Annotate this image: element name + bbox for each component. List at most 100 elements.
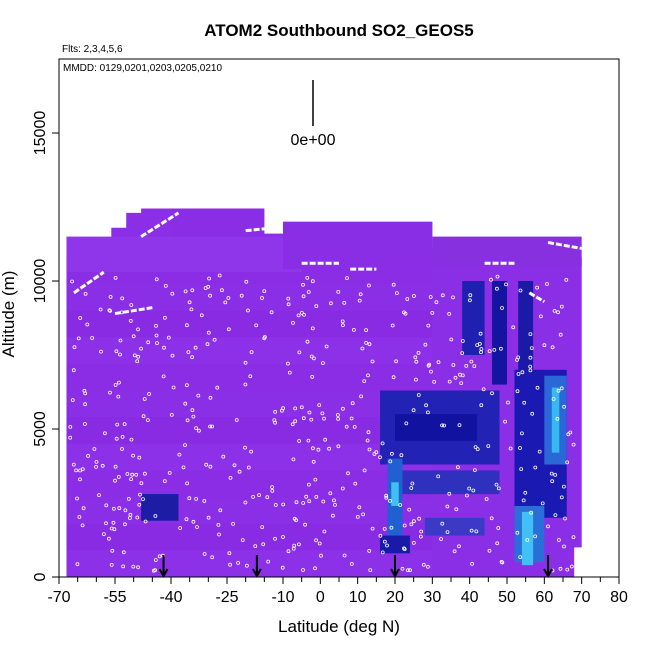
x-axis-label: Latitude (deg N): [278, 617, 400, 636]
sample-point: [500, 560, 505, 565]
sample-point: [487, 548, 492, 553]
sample-point: [248, 374, 253, 379]
field-band: [66, 523, 433, 551]
sample-point: [287, 370, 292, 375]
sample-point: [568, 430, 573, 435]
sample-point: [479, 350, 483, 355]
sample-point: [71, 368, 76, 373]
sample-point: [108, 294, 113, 299]
x-tick-label: 0: [316, 589, 325, 606]
sample-point: [116, 394, 121, 399]
sample-point: [161, 374, 166, 379]
sample-point: [102, 532, 106, 536]
sample-point: [342, 300, 347, 305]
sample-point: [281, 535, 285, 539]
sample-point: [208, 464, 213, 469]
sample-point: [104, 503, 109, 508]
sample-point: [291, 320, 295, 325]
sample-point: [530, 411, 535, 416]
sample-point: [528, 332, 533, 337]
sample-point: [405, 568, 410, 573]
y-tick-label: 10000: [32, 259, 49, 304]
sample-point: [473, 445, 478, 450]
x-tick-label: -40: [159, 589, 182, 606]
sample-point: [310, 374, 315, 379]
sample-point: [551, 397, 556, 401]
heatmap-cell: [551, 387, 560, 453]
x-tick-label: 50: [498, 589, 516, 606]
sample-point: [336, 444, 341, 449]
sample-point: [183, 289, 188, 294]
sample-point: [353, 481, 358, 486]
sample-point: [223, 300, 228, 305]
sample-point: [108, 308, 112, 313]
sample-point: [131, 564, 136, 569]
sample-point: [350, 401, 355, 406]
sample-point: [204, 462, 209, 467]
sample-point: [94, 464, 98, 469]
sample-point: [538, 314, 543, 319]
sample-point: [297, 439, 302, 443]
sample-point: [142, 471, 147, 476]
sample-point: [292, 543, 297, 548]
y-axis: 0 5000 10000 15000: [32, 111, 59, 581]
sample-point: [228, 562, 233, 567]
sample-point: [116, 475, 121, 479]
sample-point: [550, 479, 555, 484]
sample-point: [306, 438, 311, 443]
sample-point: [281, 502, 286, 507]
sample-point: [436, 474, 441, 479]
sample-point: [178, 526, 183, 530]
sample-point: [113, 478, 117, 483]
sample-point: [72, 345, 77, 350]
sample-point: [423, 342, 428, 347]
sample-point: [270, 488, 275, 493]
sample-point: [528, 355, 533, 360]
sample-point: [307, 410, 312, 415]
sample-point: [518, 446, 522, 450]
x-axis: -70 -55 -40 -25 -10 0 10 20 30 40 50 60 70 80: [47, 577, 628, 606]
flight-track: [140, 211, 180, 238]
sample-point: [208, 293, 213, 298]
x-tick-label: -55: [103, 589, 126, 606]
sample-point: [210, 424, 215, 429]
sample-point: [301, 294, 306, 299]
sample-point: [232, 463, 237, 468]
sample-point: [320, 361, 325, 366]
sample-point: [110, 548, 115, 553]
heatmap-cell: [402, 470, 500, 495]
sample-point: [313, 566, 317, 571]
sample-point: [332, 498, 336, 503]
sample-point: [533, 534, 537, 539]
sample-point: [129, 437, 134, 442]
sample-point: [457, 544, 461, 549]
sample-point: [293, 419, 298, 424]
sample-point: [210, 555, 215, 560]
sample-point: [286, 296, 291, 301]
sample-point: [564, 277, 569, 282]
sample-point: [146, 340, 151, 345]
heatmap-cell: [492, 281, 507, 385]
sample-point: [100, 463, 105, 468]
sample-point: [559, 304, 564, 309]
sample-point: [360, 346, 365, 351]
sample-point: [301, 282, 305, 287]
sample-point: [217, 532, 221, 537]
sample-point: [253, 544, 258, 548]
sample-point: [273, 409, 278, 414]
x-tick-label: 60: [535, 589, 553, 606]
sample-point: [215, 385, 220, 390]
flight-track: [73, 270, 105, 295]
x-tick-label: -25: [215, 589, 238, 606]
sample-point: [117, 380, 121, 385]
sample-point: [237, 469, 242, 474]
sample-point: [522, 400, 527, 405]
sample-point: [310, 326, 315, 331]
sample-point: [138, 492, 142, 497]
sample-point: [193, 345, 198, 350]
sample-point: [177, 452, 182, 457]
sample-point: [120, 447, 124, 451]
sample-point: [309, 417, 314, 422]
sample-point: [487, 349, 492, 354]
